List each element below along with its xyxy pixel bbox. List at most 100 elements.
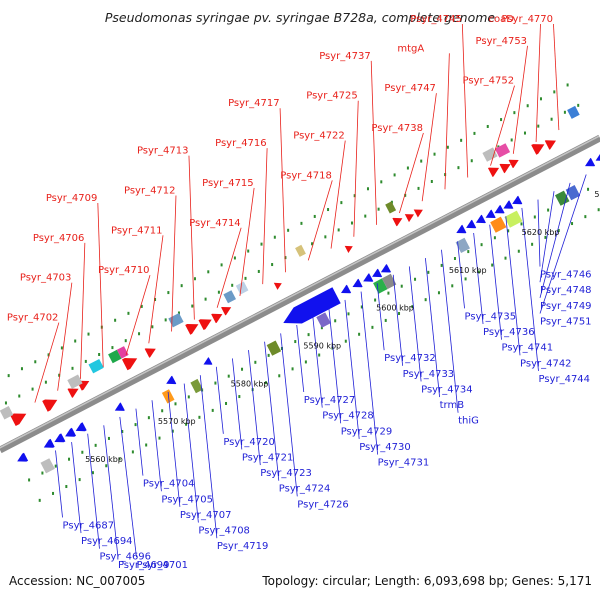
reverse-gene-arrow (203, 357, 213, 365)
label-leader-line (408, 266, 422, 382)
label-leader-line (57, 282, 73, 391)
label-leader-line (392, 274, 404, 366)
reverse-gene-arrow (595, 153, 600, 161)
upper-feature-block (295, 244, 306, 257)
track-tick (107, 436, 110, 440)
track-tick (513, 111, 516, 115)
track-tick (267, 353, 270, 357)
label-leader-line (330, 140, 346, 249)
track-tick (433, 152, 436, 156)
track-tick (38, 498, 41, 502)
track-tick (550, 117, 553, 121)
track-tick (138, 332, 141, 336)
forward-gene-label: Psyr_4717 (228, 98, 280, 109)
track-tick (539, 97, 542, 101)
track-tick (60, 346, 63, 350)
lower-feature-block (555, 190, 570, 206)
reverse-gene-label: Psyr_4707 (180, 510, 232, 521)
track-tick (154, 297, 157, 301)
track-tick (98, 352, 101, 356)
track-tick (244, 276, 247, 280)
forward-gene-label: Psyr_4747 (384, 83, 436, 94)
track-tick (91, 471, 94, 475)
forward-gene-arrow (344, 245, 353, 253)
track-tick (477, 270, 480, 274)
forward-gene-label: Psyr_4718 (280, 170, 332, 181)
label-leader-line (505, 216, 521, 356)
track-tick (480, 243, 483, 247)
track-tick (390, 200, 393, 204)
track-tick (204, 297, 207, 301)
reverse-gene-arrow (341, 284, 352, 294)
track-tick (517, 249, 520, 253)
track-tick (353, 194, 356, 198)
track-tick (307, 333, 310, 337)
forward-gene-label: Psyr_4709 (46, 193, 98, 204)
forward-gene-label: Psyr_4745 (410, 14, 462, 25)
reverse-gene-arrow (485, 209, 496, 218)
track-tick (406, 166, 409, 170)
reverse-gene-label: Psyr_4721 (242, 452, 294, 463)
forward-gene-arrow (413, 209, 423, 218)
track-tick (393, 173, 396, 177)
track-tick (311, 242, 314, 246)
lower-feature-block (455, 237, 470, 253)
track-tick (507, 229, 510, 233)
reverse-gene-label: Psyr_4736 (483, 327, 535, 338)
reverse-gene-label: trmB (440, 400, 465, 411)
reverse-gene-arrow (114, 402, 125, 411)
track-tick (161, 409, 164, 413)
reverse-gene-label: Psyr_4724 (279, 484, 331, 495)
track-tick (264, 381, 267, 385)
track-tick (271, 263, 274, 267)
gene-labels: Psyr_4702 Psyr_4703 Psyr_4706 Psyr_4709 Psyr… (7, 14, 592, 571)
reverse-gene-label: Psyr_4723 (260, 468, 312, 479)
track-tick (174, 402, 177, 406)
reverse-gene-arrow (283, 287, 341, 324)
track-tick (420, 159, 423, 163)
track-tick (544, 235, 547, 239)
track-tick (500, 118, 503, 122)
scale-label: 5620 kbp (522, 228, 560, 237)
reverse-gene-label: Psyr_4708 (198, 526, 250, 537)
forward-gene-arrow (211, 313, 223, 324)
label-leader-line (461, 23, 469, 178)
track-tick (71, 366, 74, 370)
reverse-gene-label: Psyr_4719 (217, 541, 269, 552)
track-tick (214, 381, 217, 385)
track-tick (366, 187, 369, 191)
forward-gene-arrow (198, 319, 212, 330)
reverse-gene-label: Psyr_4735 (465, 311, 517, 322)
reverse-gene-label: Psyr_4728 (322, 411, 374, 422)
forward-gene-label: Psyr_4702 (7, 313, 59, 324)
reverse-gene-label: thiG (458, 416, 479, 427)
reverse-gene-label: Psyr_4687 (63, 520, 115, 531)
track-tick (47, 353, 50, 357)
reverse-gene-label: Psyr_4729 (341, 426, 393, 437)
label-leader-line (135, 408, 144, 476)
track-tick (284, 256, 287, 260)
track-tick (127, 311, 130, 315)
reverse-gene-label: Psyr_4746 (540, 270, 592, 281)
track-tick (324, 235, 327, 239)
track-tick (553, 90, 556, 94)
lower-feature-block (565, 185, 581, 201)
lower-feature-block (40, 458, 55, 474)
forward-gene-label: Psyr_4713 (137, 146, 189, 157)
scale-label: 5630 kbp (594, 190, 600, 199)
forward-gene-label: Psyr_4712 (124, 185, 176, 196)
track-tick (225, 401, 228, 405)
reverse-gene-label: Psyr_4749 (540, 301, 592, 312)
reverse-gene-label: Psyr_4748 (540, 285, 592, 296)
track-tick (350, 221, 353, 225)
track-tick (257, 269, 260, 273)
accession-text: Accession: NC_007005 (9, 574, 146, 588)
lower-feature-block (381, 273, 397, 290)
track-tick (384, 318, 387, 322)
track-tick (41, 471, 44, 475)
label-leader-line (188, 155, 195, 320)
forward-gene-arrow (185, 324, 199, 335)
scale-label: 5580 kbp (231, 379, 269, 388)
label-leader-line (489, 224, 502, 340)
label-leader-line (232, 358, 243, 450)
